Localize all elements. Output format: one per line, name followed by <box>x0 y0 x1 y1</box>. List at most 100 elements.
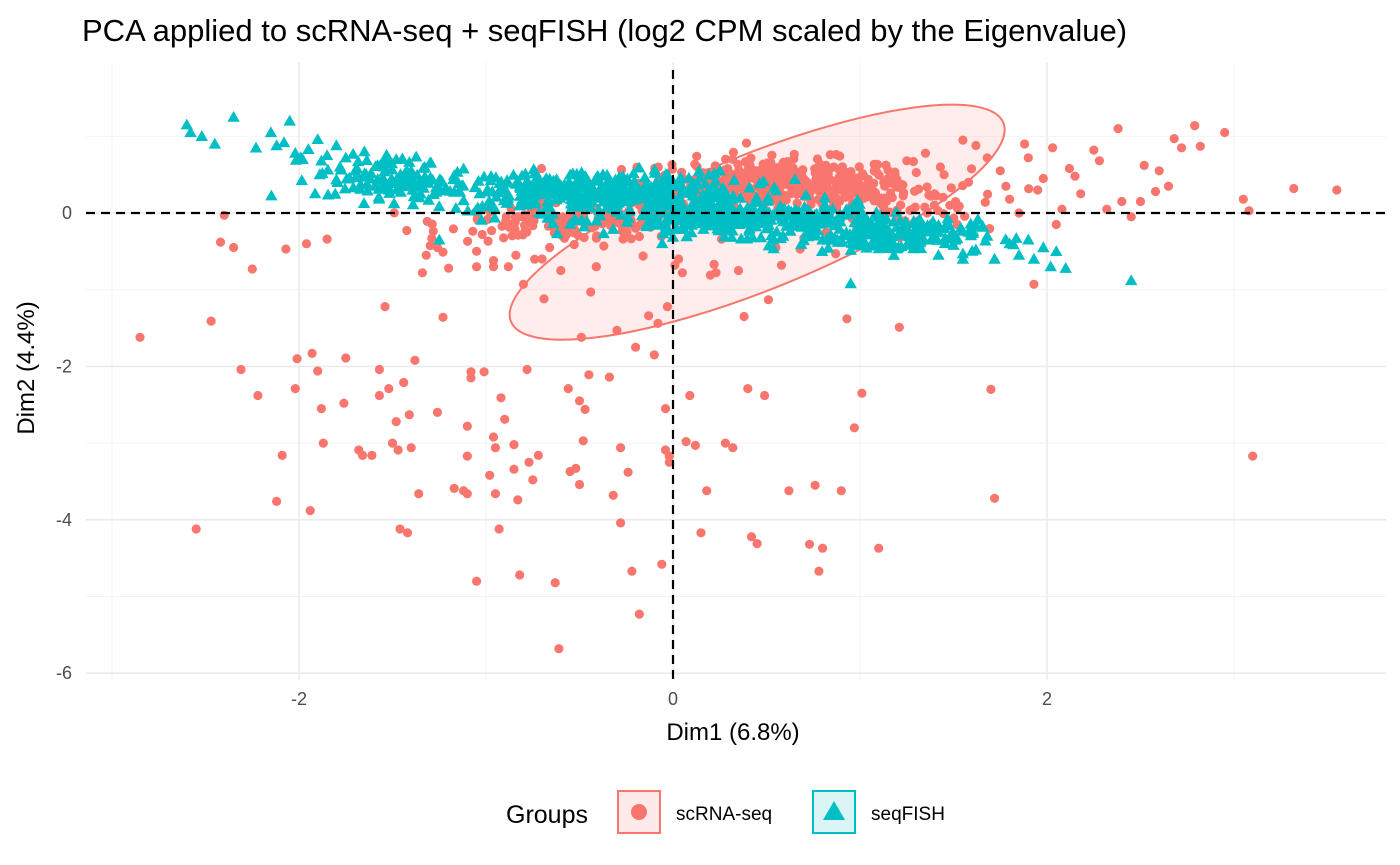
point-scrna-seq <box>533 450 544 460</box>
point-seqfish <box>712 224 725 236</box>
point-seqfish <box>822 241 835 253</box>
point-seqfish <box>377 153 391 165</box>
legend-label-scrna-seq: scRNA-seq <box>676 804 772 825</box>
point-scrna-seq <box>399 377 409 388</box>
point-seqfish <box>728 174 741 185</box>
point-seqfish <box>620 216 634 227</box>
point-scrna-seq <box>367 450 377 460</box>
point-seqfish <box>180 118 193 130</box>
point-scrna-seq <box>1190 121 1200 131</box>
point-seqfish <box>249 141 263 153</box>
point-scrna-seq <box>496 393 506 403</box>
point-scrna-seq <box>444 263 454 273</box>
point-scrna-seq <box>711 268 721 278</box>
point-scrna-seq <box>852 181 862 191</box>
point-seqfish <box>598 186 612 197</box>
point-scrna-seq <box>835 151 845 161</box>
point-scrna-seq <box>1163 181 1174 191</box>
point-seqfish <box>484 174 497 186</box>
point-scrna-seq <box>986 384 996 394</box>
point-seqfish <box>395 176 409 187</box>
point-seqfish <box>692 164 706 176</box>
point-scrna-seq <box>494 524 504 534</box>
point-scrna-seq <box>584 370 594 380</box>
point-seqfish <box>523 185 537 197</box>
point-scrna-seq <box>926 191 936 201</box>
point-seqfish <box>565 200 579 212</box>
point-seqfish <box>864 226 877 238</box>
point-scrna-seq <box>946 183 956 193</box>
point-scrna-seq <box>513 495 523 505</box>
point-seqfish <box>406 184 419 195</box>
point-seqfish <box>264 126 278 138</box>
point-seqfish <box>746 231 759 243</box>
point-seqfish <box>543 172 556 184</box>
point-seqfish <box>668 197 681 209</box>
point-scrna-seq <box>604 372 615 382</box>
point-seqfish <box>887 215 900 227</box>
point-scrna-seq <box>763 295 774 305</box>
point-scrna-seq <box>518 230 528 240</box>
point-seqfish <box>681 209 695 221</box>
point-scrna-seq <box>980 197 990 207</box>
point-scrna-seq <box>586 287 596 297</box>
point-scrna-seq <box>253 390 263 401</box>
point-scrna-seq <box>417 268 427 278</box>
point-scrna-seq <box>580 404 590 414</box>
point-scrna-seq <box>702 486 712 496</box>
point-scrna-seq <box>539 294 549 304</box>
point-seqfish <box>519 177 532 189</box>
y-tick-label: -6 <box>56 663 72 683</box>
point-scrna-seq <box>876 199 886 209</box>
point-seqfish <box>597 227 610 239</box>
point-scrna-seq <box>557 212 567 223</box>
point-seqfish <box>691 178 704 190</box>
point-seqfish <box>757 175 770 186</box>
point-seqfish <box>543 201 557 213</box>
point-scrna-seq <box>599 241 609 251</box>
point-seqfish <box>513 199 526 211</box>
y-axis-label: Dim2 (4.4%) <box>13 301 40 434</box>
point-seqfish <box>607 223 620 234</box>
point-scrna-seq <box>631 342 641 352</box>
point-scrna-seq <box>1057 204 1067 214</box>
point-seqfish <box>331 176 344 187</box>
point-seqfish <box>809 228 822 239</box>
point-scrna-seq <box>518 279 529 289</box>
point-seqfish <box>883 242 896 253</box>
point-scrna-seq <box>894 322 904 332</box>
point-scrna-seq <box>463 236 473 246</box>
point-seqfish <box>227 110 240 122</box>
point-scrna-seq <box>739 311 749 322</box>
point-scrna-seq <box>771 163 782 173</box>
point-scrna-seq <box>920 148 931 158</box>
point-scrna-seq <box>477 229 487 240</box>
point-scrna-seq <box>720 438 731 448</box>
point-scrna-seq <box>479 367 489 377</box>
point-scrna-seq <box>1070 171 1080 181</box>
point-seqfish <box>360 154 373 165</box>
point-scrna-seq <box>910 186 920 196</box>
point-seqfish <box>759 213 772 225</box>
point-scrna-seq <box>550 578 560 588</box>
point-seqfish <box>313 168 326 180</box>
point-scrna-seq <box>657 559 667 569</box>
point-seqfish <box>840 203 853 215</box>
point-seqfish <box>348 164 362 176</box>
point-scrna-seq <box>821 160 831 170</box>
point-scrna-seq <box>1064 163 1074 174</box>
point-scrna-seq <box>509 440 519 450</box>
point-scrna-seq <box>709 259 719 269</box>
point-scrna-seq <box>814 186 824 196</box>
point-seqfish <box>855 217 869 229</box>
point-seqfish <box>746 200 759 211</box>
point-scrna-seq <box>358 450 368 460</box>
legend-triangle-icon <box>823 801 845 820</box>
point-scrna-seq <box>674 254 684 264</box>
point-scrna-seq <box>616 443 626 453</box>
point-seqfish <box>1012 249 1026 260</box>
point-scrna-seq <box>272 496 282 506</box>
point-scrna-seq <box>1020 139 1030 149</box>
point-seqfish <box>635 209 649 221</box>
point-scrna-seq <box>387 438 398 448</box>
